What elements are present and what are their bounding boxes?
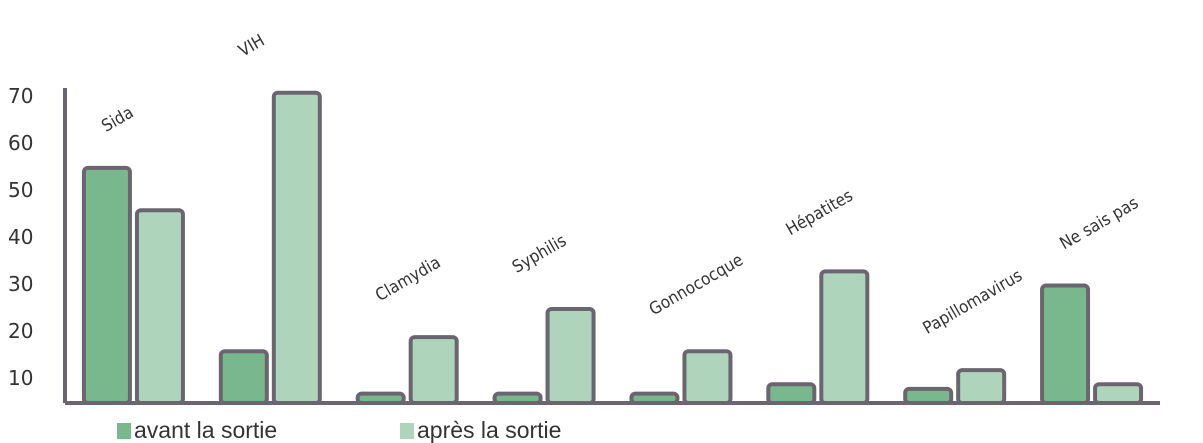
bar [682, 349, 733, 405]
bar [218, 349, 269, 405]
bar [1093, 382, 1144, 405]
legend-swatch [117, 423, 131, 439]
y-tick-label: 50 [8, 178, 33, 202]
y-tick-label: 30 [8, 272, 33, 296]
bar [903, 386, 954, 405]
bar [1040, 283, 1091, 405]
legend-swatch [400, 423, 414, 439]
legend-label: avant la sortie [134, 417, 277, 443]
y-tick-label: 10 [8, 366, 33, 390]
bar [819, 269, 870, 405]
y-tick-label: 40 [8, 225, 33, 249]
bar [134, 208, 185, 405]
category-label: Sida [98, 103, 137, 137]
bar [545, 306, 596, 406]
bar [81, 165, 132, 405]
y-tick-label: 20 [8, 319, 33, 343]
y-tick-label: 70 [8, 84, 33, 108]
category-label: Papillomavirus [920, 266, 1026, 339]
category-label: Hépatites [783, 186, 857, 240]
category-label: Clamydia [372, 253, 444, 306]
category-label: VIH [235, 31, 268, 62]
bar [271, 90, 322, 405]
bar [956, 368, 1007, 405]
category-label: Ne sais pas [1057, 193, 1143, 254]
legend-label: après la sortie [417, 417, 561, 443]
bar [766, 382, 817, 405]
category-label: Gonnococque [646, 250, 747, 320]
bar [408, 335, 459, 405]
category-label: Syphilis [509, 231, 570, 278]
y-tick-label: 60 [8, 131, 33, 155]
